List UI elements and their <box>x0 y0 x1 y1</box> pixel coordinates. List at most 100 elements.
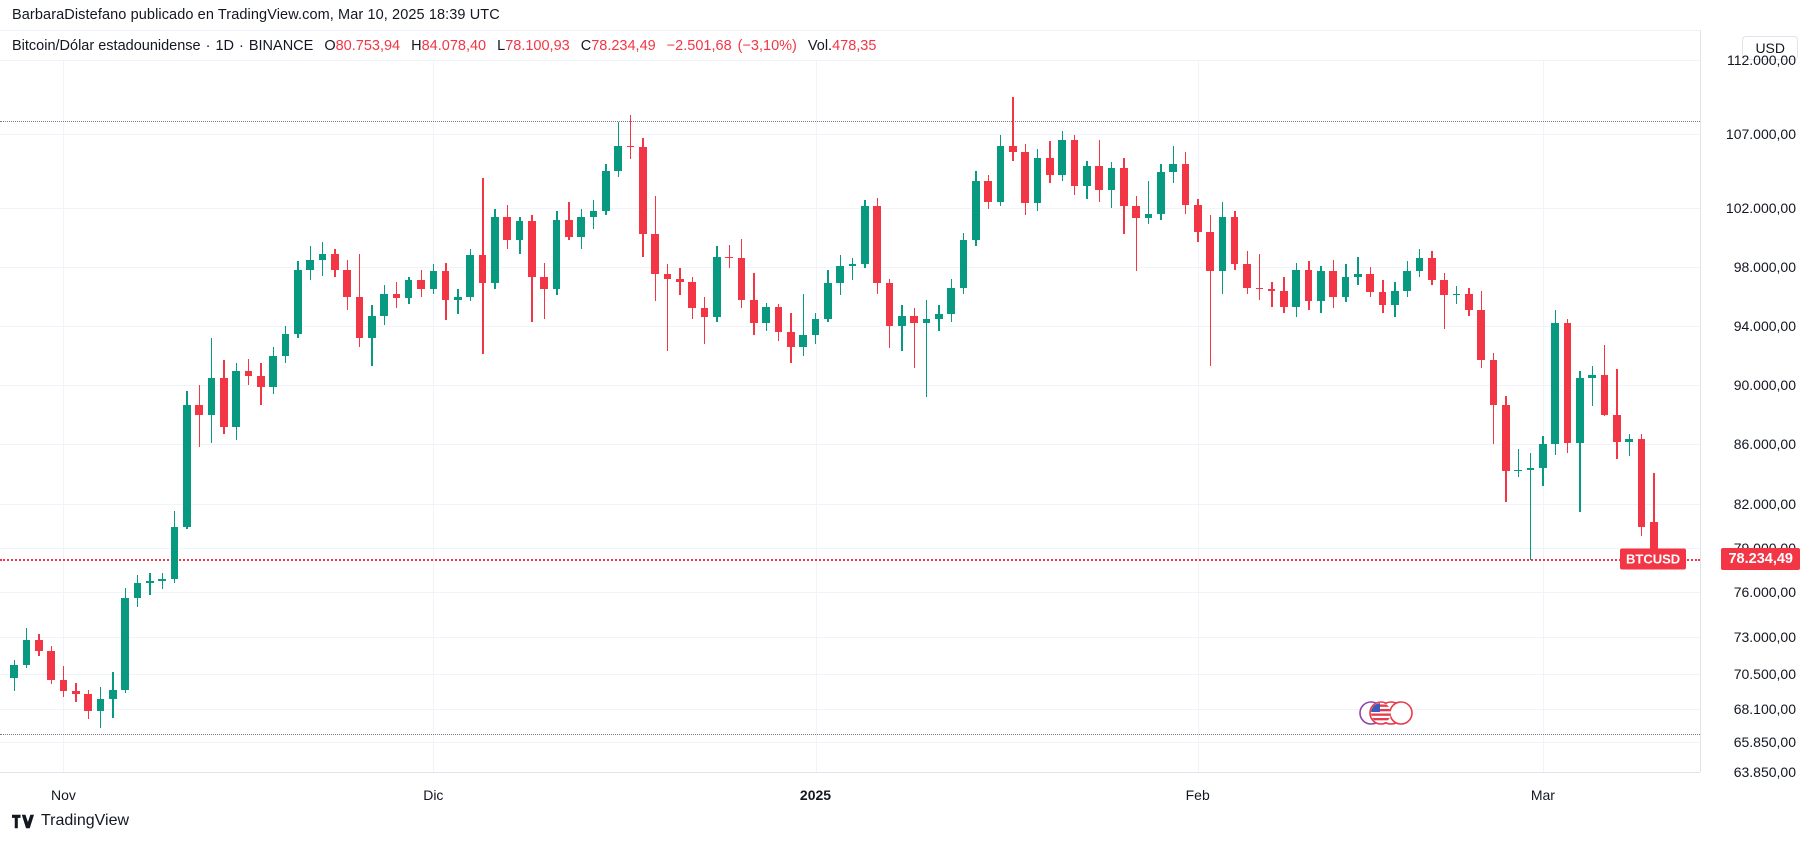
legend-close-label: C <box>580 37 592 54</box>
candle-body <box>848 264 857 266</box>
candle-body <box>244 370 253 377</box>
candle-body <box>934 314 943 319</box>
grid-line-horizontal <box>0 673 1700 675</box>
candle-body <box>1625 438 1633 442</box>
candle-body <box>22 639 31 665</box>
legend-high-value: 84.078,40 <box>421 37 487 54</box>
candle-body <box>1095 166 1103 191</box>
tradingview-footer: TradingView <box>12 812 129 830</box>
legend-interval[interactable]: 1D <box>215 37 235 54</box>
candle-body <box>1156 172 1165 214</box>
candle-body <box>885 283 894 327</box>
candle-body <box>182 404 191 528</box>
symbol-price-tag[interactable]: BTCUSD <box>1620 548 1687 570</box>
candle-body <box>318 253 327 260</box>
legend-volume: Vol.478,35 <box>808 38 877 54</box>
candle-body <box>170 527 179 580</box>
candle-body <box>626 145 635 148</box>
time-axis-tick: 2025 <box>799 787 832 803</box>
candle-body <box>1230 216 1239 265</box>
candle-body <box>774 306 783 333</box>
time-axis[interactable]: Nov Dic 2025 Feb Mar <box>0 772 1700 820</box>
candle-body <box>256 376 265 387</box>
grid-line-horizontal <box>0 385 1700 387</box>
price-axis-tick: 65.850,00 <box>1733 734 1796 751</box>
chart-container[interactable]: USD 112.000,00 107.000,00 102.000,00 98.000… <box>0 30 1804 820</box>
candle-wick <box>1209 215 1211 367</box>
candle-body <box>577 216 586 238</box>
candle-body <box>1292 269 1301 307</box>
candle-body <box>762 306 770 324</box>
price-axis-tick: 76.000,00 <box>1733 584 1796 601</box>
candle-body <box>1008 145 1017 152</box>
candle-body <box>392 293 401 299</box>
candle-body <box>1637 438 1646 528</box>
legend-close: C78.234,49 <box>581 38 656 54</box>
candle-wick <box>198 385 200 448</box>
candle-wick <box>901 305 903 352</box>
grid-line-horizontal <box>0 60 1700 61</box>
legend-symbol[interactable]: Bitcoin/Dólar estadounidense <box>12 37 201 54</box>
legend-separator-1: · <box>205 37 211 54</box>
candle-wick <box>925 299 928 398</box>
price-axis[interactable]: USD 112.000,00 107.000,00 102.000,00 98.000… <box>1700 30 1804 780</box>
candle-body <box>1119 167 1128 207</box>
candle-body <box>207 377 216 415</box>
candle-wick <box>1135 196 1137 272</box>
candle-wick <box>1258 253 1261 300</box>
price-axis-tick: 86.000,00 <box>1733 436 1796 453</box>
grid-line-horizontal <box>0 207 1700 209</box>
candle-body <box>1206 231 1214 272</box>
legend-volume-value: 478,35 <box>832 37 877 54</box>
legend-change: −2.501,68 <box>666 37 732 54</box>
candle-body <box>515 221 524 241</box>
candle-body <box>1317 271 1325 302</box>
candle-body <box>355 296 364 338</box>
candle-body <box>651 234 660 275</box>
price-axis-tick: 112.000,00 <box>1726 52 1796 68</box>
current-price-badge[interactable]: 78.234,49 <box>1721 548 1800 571</box>
legend-open-value: 80.753,94 <box>335 37 401 54</box>
candle-body <box>947 287 955 315</box>
candle-body <box>811 318 820 336</box>
candle-body <box>47 651 55 680</box>
candle-body <box>971 181 980 241</box>
price-axis-tick: 90.000,00 <box>1733 377 1796 394</box>
candle-body <box>343 269 351 297</box>
candle-body <box>1329 271 1338 297</box>
candle-body <box>1144 213 1153 219</box>
candle-body <box>71 691 80 695</box>
candle-body <box>158 579 166 581</box>
currency-badge[interactable]: USD <box>1742 36 1798 60</box>
candle-wick <box>1443 272 1446 330</box>
legend-close-value: 78.234,49 <box>591 37 656 54</box>
candle-body <box>1428 258 1436 281</box>
candle-wick <box>1147 181 1150 225</box>
price-axis-tick: 107.000,00 <box>1725 125 1796 142</box>
price-axis-tick: 94.000,00 <box>1733 318 1796 335</box>
time-axis-tick: Dic <box>423 787 444 803</box>
candle-body <box>133 583 142 599</box>
candle-body <box>1181 163 1190 205</box>
candle-body <box>330 253 339 270</box>
candlestick-pane[interactable] <box>0 60 1700 772</box>
candle-body <box>219 377 228 427</box>
candle-body <box>466 255 475 297</box>
candle-wick <box>1628 434 1631 457</box>
candle-body <box>1502 404 1510 472</box>
candle-body <box>1070 139 1079 186</box>
candle-body <box>737 258 746 300</box>
candle-wick <box>851 258 854 281</box>
candle-body <box>873 206 881 284</box>
candle-body <box>897 315 906 327</box>
candle-body <box>478 255 487 284</box>
candle-body <box>1132 206 1140 219</box>
legend-high-label: H <box>411 37 422 54</box>
legend-exchange[interactable]: BINANCE <box>248 37 314 54</box>
candle-body <box>1082 166 1091 186</box>
candle-body <box>1021 151 1029 204</box>
candle-body <box>1440 280 1449 296</box>
candle-wick <box>1591 366 1594 406</box>
candle-body <box>1033 157 1042 204</box>
candle-body <box>84 694 92 711</box>
